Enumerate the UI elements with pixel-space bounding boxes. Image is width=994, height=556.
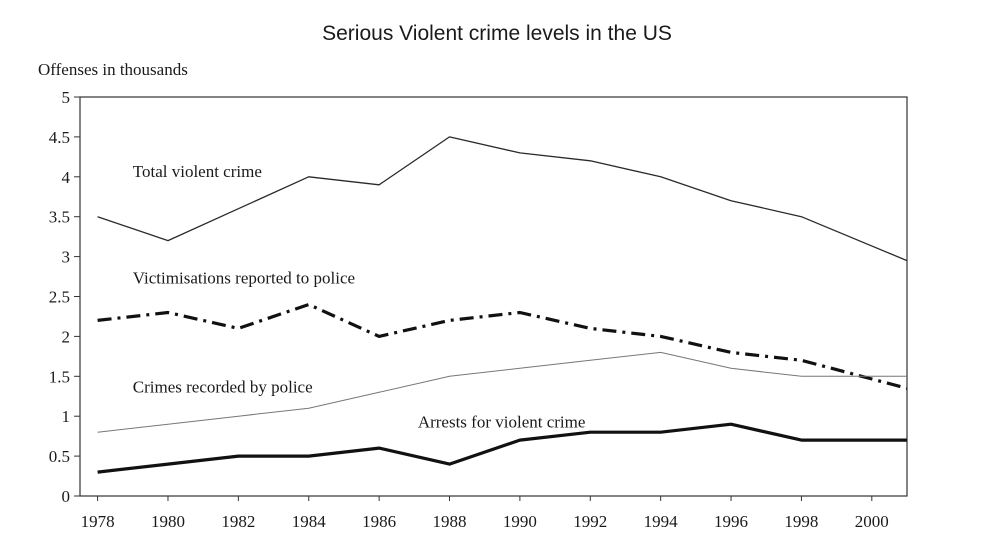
y-tick-label: 0.5 [49, 447, 70, 466]
y-tick-label: 3.5 [49, 208, 70, 227]
y-tick-label: 4.5 [49, 128, 70, 147]
x-tick-label: 2000 [855, 512, 889, 531]
x-tick-label: 1980 [151, 512, 185, 531]
y-tick-label: 1 [62, 407, 71, 426]
series-line-1 [97, 136, 908, 262]
series-line-2 [97, 302, 908, 390]
series-lines [97, 136, 908, 474]
x-tick-label: 1982 [221, 512, 255, 531]
series-label-2: Victimisations reported to police [133, 269, 355, 288]
x-tick-label: 1990 [503, 512, 537, 531]
x-tick-label: 1992 [573, 512, 607, 531]
axes: 0 0.5 1 1.5 2 2.5 3 3.5 4 4.5 5 1978 1980 1982 1984 198… [49, 88, 908, 531]
x-tick-label: 1998 [784, 512, 818, 531]
y-tick-label: 5 [62, 88, 71, 107]
x-tick-label: 1978 [81, 512, 115, 531]
series-label-3: Crimes recorded by police [133, 377, 313, 396]
series-labels: Total violent crime Victimisations report… [133, 162, 586, 432]
chart-title: Serious Violent crime levels in the US [322, 22, 672, 45]
y-tick-label: 2 [62, 327, 71, 346]
y-tick-label: 1.5 [49, 367, 70, 386]
x-tick-label: 1988 [433, 512, 467, 531]
x-tick-label: 1986 [362, 512, 396, 531]
series-label-1: Total violent crime [133, 162, 262, 181]
series-line-4 [97, 422, 907, 474]
y-tick-label: 2.5 [49, 288, 70, 307]
x-tick-label: 1994 [644, 512, 679, 531]
y-axis-label: Offenses in thousands [38, 60, 188, 79]
x-tick-label: 1996 [714, 512, 748, 531]
y-tick-label: 4 [62, 168, 71, 187]
series-line-3 [97, 351, 907, 433]
series-label-4: Arrests for violent crime [418, 412, 586, 431]
y-tick-label: 3 [62, 248, 71, 267]
y-tick-label: 0 [62, 487, 71, 506]
x-tick-label: 1984 [292, 512, 327, 531]
